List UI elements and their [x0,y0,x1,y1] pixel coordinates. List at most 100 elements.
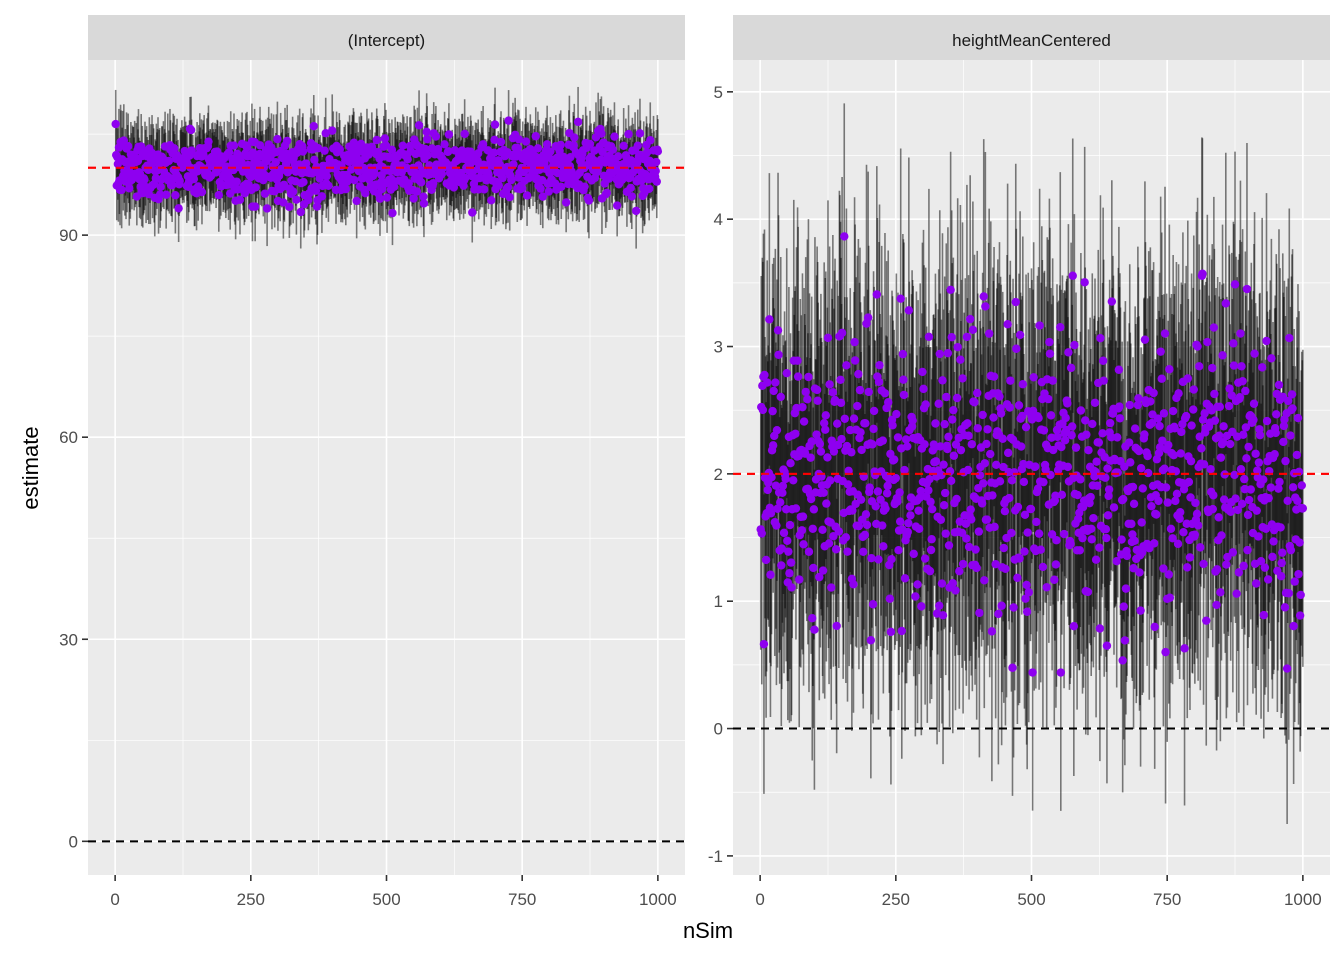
estimate-point [808,524,817,533]
estimate-point [1229,339,1238,348]
estimate-point [375,194,385,203]
estimate-point [899,390,909,400]
estimate-point [1050,575,1059,584]
estimate-point [431,132,441,141]
estimate-point [1061,413,1070,423]
estimate-point [798,512,808,521]
estimate-point [404,179,413,188]
estimate-point [507,175,516,185]
estimate-point [967,515,976,524]
estimate-point [281,159,291,169]
estimate-point [1228,548,1238,557]
x-tick-label: 0 [755,890,764,909]
estimate-point [772,521,781,530]
estimate-point [774,350,783,359]
estimate-point [759,639,769,649]
estimate-point [918,367,927,377]
estimate-point [1007,476,1017,485]
estimate-point [785,569,794,578]
estimate-point [1292,450,1302,460]
estimate-point [1195,362,1204,371]
estimate-point [891,473,901,483]
estimate-point [1081,416,1090,425]
estimate-point [938,376,947,385]
estimate-point [164,156,174,166]
estimate-point [1078,503,1088,512]
estimate-point [1001,564,1010,573]
estimate-point [1136,464,1146,473]
estimate-point [189,174,199,184]
estimate-point [1036,545,1045,554]
estimate-point [1022,607,1032,616]
estimate-point [240,189,250,198]
estimate-point [1189,385,1198,394]
estimate-point [1176,507,1185,517]
estimate-point [1260,563,1270,572]
estimate-point [1113,468,1122,477]
estimate-point [927,535,936,544]
estimate-point [786,458,795,468]
estimate-point [1236,465,1246,474]
estimate-point [1114,365,1124,374]
estimate-point [1183,374,1193,383]
estimate-point [1193,521,1203,530]
estimate-point [1155,443,1165,452]
estimate-point [925,475,934,484]
estimate-point [310,155,319,165]
estimate-point [872,290,882,299]
estimate-point [1163,498,1172,507]
estimate-point [1005,403,1014,412]
estimate-point [982,439,991,449]
estimate-point [816,447,826,456]
estimate-point [1128,482,1138,492]
estimate-point [298,147,308,156]
estimate-point [1240,484,1249,494]
estimate-point [880,389,890,398]
estimate-point [490,120,500,129]
estimate-point [1125,400,1134,410]
estimate-point [1104,491,1113,501]
estimate-point [624,129,633,139]
estimate-point [517,184,527,193]
estimate-point [423,151,432,160]
estimate-point [423,134,432,144]
estimate-point [761,555,771,565]
estimate-point [1274,484,1283,493]
estimate-point [1039,477,1048,487]
estimate-point [1015,330,1025,340]
estimate-point [1274,380,1284,390]
estimate-point [803,395,812,404]
estimate-point [1191,498,1200,508]
estimate-point [1080,278,1089,287]
estimate-point [1158,436,1167,445]
estimate-point [1115,402,1124,411]
estimate-point [335,145,345,154]
estimate-point [989,372,999,381]
estimate-point [1076,406,1086,415]
estimate-point [995,477,1005,486]
estimate-point [895,517,905,526]
estimate-point [468,208,477,217]
estimate-point [1254,458,1264,467]
estimate-point [885,594,895,603]
estimate-point [1272,410,1281,419]
estimate-point [1199,460,1209,469]
estimate-point [449,183,458,192]
estimate-point [862,520,872,530]
estimate-point [1278,548,1287,557]
estimate-point [1113,433,1122,442]
estimate-point [915,493,924,503]
estimate-point [161,190,171,199]
estimate-point [874,377,884,387]
estimate-point [1298,504,1308,513]
estimate-point [998,434,1007,443]
estimate-point [1052,536,1061,545]
estimate-point [825,380,834,389]
estimate-point [204,137,213,146]
estimate-point [1219,495,1229,504]
estimate-point [251,183,260,192]
estimate-point [965,314,975,324]
estimate-point [1244,495,1254,505]
estimate-point [1088,419,1097,429]
estimate-point [1286,431,1295,440]
